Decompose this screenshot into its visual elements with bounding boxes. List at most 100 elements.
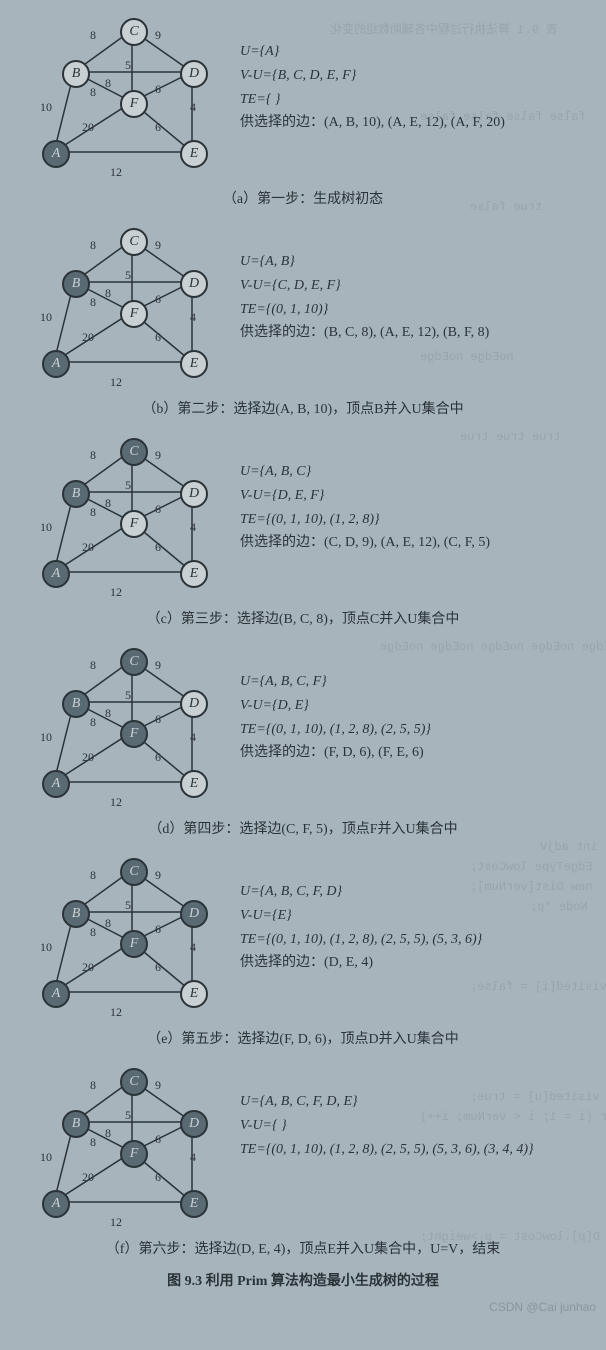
step-caption: （c）第三步：选择边(B, C, 8)，顶点C并入U集合中 — [20, 608, 586, 628]
node-A: A — [42, 980, 70, 1008]
step-2: 89588610420612ABCDEFU={A, B}V-U={C, D, E… — [20, 220, 586, 390]
node-F: F — [120, 90, 148, 118]
edge-weight: 4 — [190, 310, 196, 325]
step-caption: （d）第四步：选择边(C, F, 5)，顶点F并入U集合中 — [20, 818, 586, 838]
set-V-minus-U: V-U={C, D, E, F} — [240, 274, 489, 298]
step-info: U={A}V-U={B, C, D, E, F}TE={ }供选择的边：(A, … — [220, 10, 505, 135]
node-A: A — [42, 350, 70, 378]
node-D: D — [180, 60, 208, 88]
edge-weight: 8 — [90, 28, 96, 43]
edge-weight: 10 — [40, 520, 52, 535]
edge-weight: 12 — [110, 585, 122, 600]
edge-weight: 8 — [90, 295, 96, 310]
edge-weight: 10 — [40, 100, 52, 115]
node-A: A — [42, 770, 70, 798]
edge-weight: 12 — [110, 165, 122, 180]
node-C: C — [120, 1068, 148, 1096]
node-A: A — [42, 140, 70, 168]
node-C: C — [120, 438, 148, 466]
figure-caption: 图 9.3 利用 Prim 算法构造最小生成树的过程 — [20, 1270, 586, 1290]
step-5: 89588610420612ABCDEFU={A, B, C, F, D}V-U… — [20, 850, 586, 1020]
edge-weight: 6 — [155, 82, 161, 97]
edge-weight: 6 — [155, 922, 161, 937]
edge-weight: 4 — [190, 100, 196, 115]
node-E: E — [180, 770, 208, 798]
node-F: F — [120, 720, 148, 748]
node-B: B — [62, 60, 90, 88]
edge-weight: 8 — [90, 715, 96, 730]
set-U: U={A, B, C, F} — [240, 670, 431, 694]
step-4: 89588610420612ABCDEFU={A, B, C, F}V-U={D… — [20, 640, 586, 810]
node-F: F — [120, 930, 148, 958]
edge-weight: 8 — [90, 658, 96, 673]
node-B: B — [62, 270, 90, 298]
edge-weight: 6 — [155, 120, 161, 135]
set-V-minus-U: V-U={D, E} — [240, 694, 431, 718]
edge-weight: 4 — [190, 520, 196, 535]
node-B: B — [62, 480, 90, 508]
candidate-edges: 供选择的边：(C, D, 9), (A, E, 12), (C, F, 5) — [240, 531, 490, 555]
edge-weight: 12 — [110, 375, 122, 390]
node-B: B — [62, 1110, 90, 1138]
edge-weight: 9 — [155, 1078, 161, 1093]
node-E: E — [180, 1190, 208, 1218]
edge-weight: 12 — [110, 1005, 122, 1020]
set-V-minus-U: V-U={D, E, F} — [240, 484, 490, 508]
set-U: U={A, B, C, F, D} — [240, 880, 482, 904]
set-TE: TE={(0, 1, 10), (1, 2, 8), (2, 5, 5), (5… — [240, 928, 482, 952]
edge-weight: 6 — [155, 502, 161, 517]
node-E: E — [180, 350, 208, 378]
edge-weight: 9 — [155, 868, 161, 883]
node-D: D — [180, 480, 208, 508]
set-U: U={A, B, C, F, D, E} — [240, 1090, 534, 1114]
edge-weight: 8 — [90, 238, 96, 253]
edge-weight: 8 — [90, 1135, 96, 1150]
edge-weight: 10 — [40, 310, 52, 325]
set-TE: TE={(0, 1, 10), (1, 2, 8), (2, 5, 5), (5… — [240, 1138, 534, 1162]
set-U: U={A, B} — [240, 250, 489, 274]
watermark: CSDN @Cai junhao — [489, 1300, 596, 1314]
step-info: U={A, B}V-U={C, D, E, F}TE={(0, 1, 10)}供… — [220, 220, 489, 345]
step-info: U={A, B, C, F}V-U={D, E}TE={(0, 1, 10), … — [220, 640, 431, 765]
step-caption: （a）第一步：生成树初态 — [20, 188, 586, 208]
edge-weight: 6 — [155, 960, 161, 975]
edge-weight: 5 — [125, 58, 131, 73]
edge-weight: 9 — [155, 28, 161, 43]
node-E: E — [180, 980, 208, 1008]
node-D: D — [180, 900, 208, 928]
set-TE: TE={(0, 1, 10), (1, 2, 8), (2, 5, 5)} — [240, 718, 431, 742]
edge-weight: 20 — [82, 750, 94, 765]
edge-weight: 9 — [155, 658, 161, 673]
edge-weight: 8 — [105, 706, 111, 721]
edge-weight: 8 — [90, 1078, 96, 1093]
step-caption: （b）第二步：选择边(A, B, 10)，顶点B并入U集合中 — [20, 398, 586, 418]
edge-weight: 20 — [82, 1170, 94, 1185]
edge-weight: 20 — [82, 330, 94, 345]
graph: 89588610420612ABCDEF — [20, 430, 220, 600]
node-C: C — [120, 228, 148, 256]
edge-weight: 12 — [110, 795, 122, 810]
node-B: B — [62, 690, 90, 718]
edge-weight: 20 — [82, 120, 94, 135]
set-U: U={A, B, C} — [240, 460, 490, 484]
step-3: 89588610420612ABCDEFU={A, B, C}V-U={D, E… — [20, 430, 586, 600]
node-C: C — [120, 858, 148, 886]
set-TE: TE={ } — [240, 88, 505, 112]
candidate-edges: 供选择的边：(A, B, 10), (A, E, 12), (A, F, 20) — [240, 111, 505, 135]
edge-weight: 6 — [155, 540, 161, 555]
edge-weight: 8 — [105, 1126, 111, 1141]
edge-weight: 4 — [190, 1150, 196, 1165]
edge-weight: 5 — [125, 1108, 131, 1123]
candidate-edges: 供选择的边：(D, E, 4) — [240, 951, 482, 975]
node-E: E — [180, 140, 208, 168]
graph: 89588610420612ABCDEF — [20, 220, 220, 390]
edge-weight: 6 — [155, 750, 161, 765]
node-F: F — [120, 510, 148, 538]
graph: 89588610420612ABCDEF — [20, 1060, 220, 1230]
step-1: 89588610420612ABCDEFU={A}V-U={B, C, D, E… — [20, 10, 586, 180]
edge-weight: 20 — [82, 960, 94, 975]
node-C: C — [120, 648, 148, 676]
edge-weight: 9 — [155, 238, 161, 253]
edge-weight: 9 — [155, 448, 161, 463]
edge-weight: 5 — [125, 898, 131, 913]
